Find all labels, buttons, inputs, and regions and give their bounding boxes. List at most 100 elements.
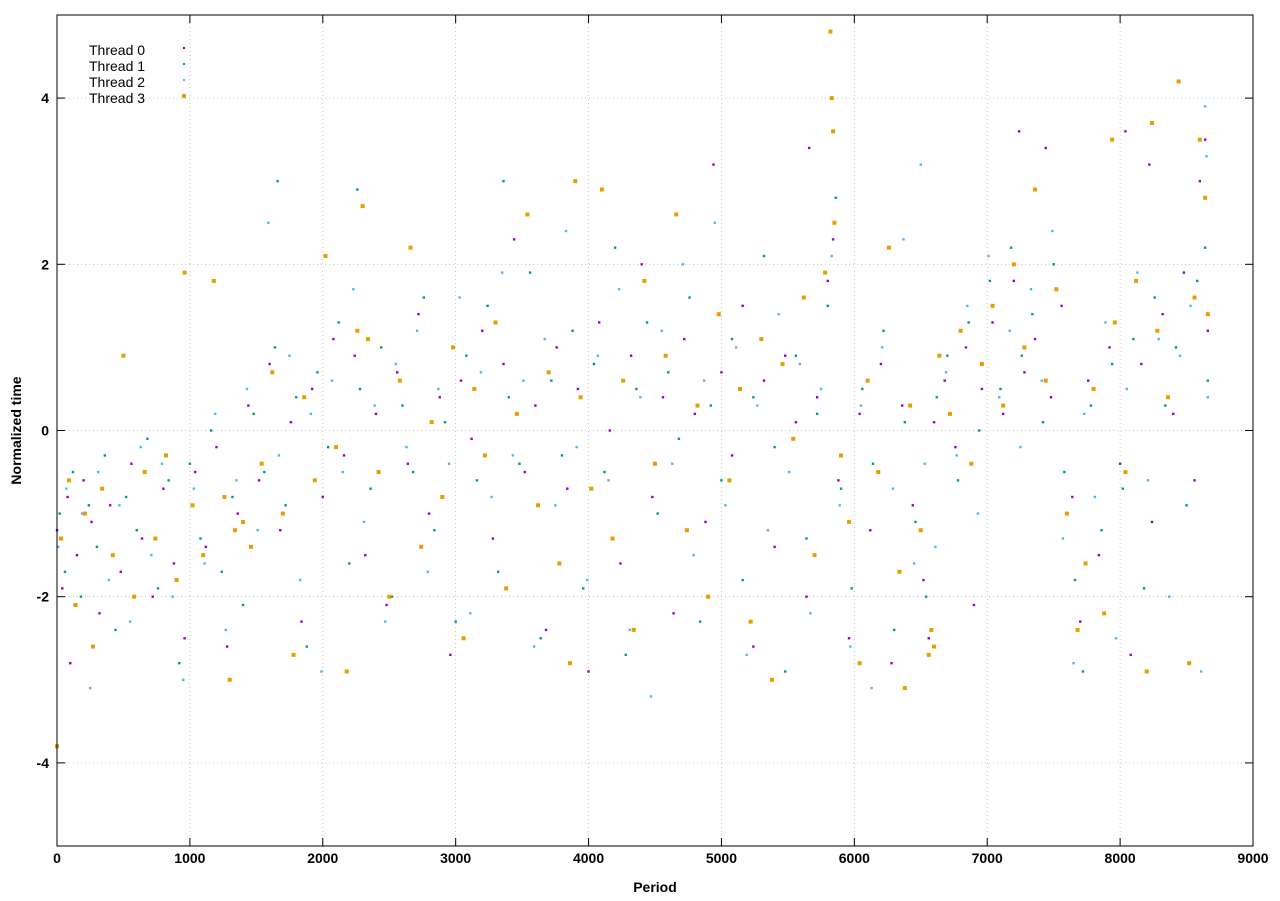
data-point <box>893 628 896 632</box>
data-point <box>289 420 293 424</box>
data-point <box>1075 627 1080 632</box>
data-point <box>1022 345 1027 350</box>
data-point <box>167 479 170 482</box>
data-point <box>603 470 606 474</box>
data-point <box>1061 537 1065 540</box>
data-point <box>964 346 968 349</box>
data-point <box>807 146 811 150</box>
data-point <box>1089 404 1093 407</box>
data-point <box>639 396 642 399</box>
data-point <box>617 288 621 291</box>
legend-marker <box>183 79 185 81</box>
data-point <box>321 495 324 499</box>
data-point <box>525 212 530 217</box>
data-point <box>741 578 744 582</box>
data-point <box>108 504 112 507</box>
data-point <box>902 238 905 241</box>
data-point <box>280 511 285 516</box>
data-point <box>642 278 647 283</box>
data-point <box>470 437 473 441</box>
data-point <box>1205 155 1208 158</box>
data-point <box>128 620 132 623</box>
data-point <box>454 620 457 623</box>
data-point <box>599 187 604 192</box>
data-point <box>235 479 238 482</box>
data-point <box>140 537 144 540</box>
data-point <box>1110 137 1115 142</box>
data-point <box>831 238 835 241</box>
data-point <box>373 404 376 407</box>
data-point <box>586 578 589 582</box>
legend-entry: Thread 0 <box>89 42 185 58</box>
data-point <box>512 238 516 241</box>
data-point <box>1142 587 1146 590</box>
data-point <box>587 670 590 673</box>
data-point <box>1193 479 1196 482</box>
data-point <box>704 520 707 524</box>
legend-entry: Thread 2 <box>89 74 185 90</box>
data-point <box>876 470 881 475</box>
data-point <box>837 479 840 482</box>
data-point <box>861 387 864 391</box>
data-point <box>926 652 931 657</box>
data-point <box>1029 288 1033 291</box>
data-point <box>857 661 862 666</box>
data-point <box>724 504 727 507</box>
data-point <box>858 412 861 416</box>
data-point <box>1009 246 1013 249</box>
data-point <box>1081 670 1085 673</box>
data-point <box>1093 495 1097 499</box>
data-point <box>997 396 1001 399</box>
data-point <box>759 337 764 342</box>
data-point <box>955 454 958 457</box>
data-point <box>1157 337 1160 341</box>
data-point <box>451 345 456 350</box>
x-tick-label: 4000 <box>573 850 604 866</box>
data-point <box>628 628 631 632</box>
data-point <box>966 304 969 308</box>
data-point <box>188 462 192 465</box>
data-point <box>865 378 870 383</box>
data-point <box>1206 379 1210 382</box>
data-point <box>978 429 981 432</box>
data-point <box>640 263 643 266</box>
data-point <box>801 295 806 300</box>
data-point <box>631 627 636 632</box>
data-point <box>671 462 674 465</box>
data-point <box>1071 495 1074 499</box>
data-point <box>766 529 770 532</box>
data-point <box>380 346 383 349</box>
data-point <box>100 486 105 491</box>
data-point <box>575 445 578 449</box>
data-point <box>1079 620 1082 623</box>
data-point <box>279 529 282 532</box>
data-point <box>150 553 153 557</box>
data-point <box>610 536 615 541</box>
data-point <box>352 288 355 291</box>
data-point <box>784 354 787 357</box>
data-point <box>320 670 323 673</box>
data-point <box>69 661 72 665</box>
data-point <box>791 436 796 441</box>
data-point <box>437 387 440 391</box>
data-point <box>1104 321 1107 324</box>
data-point <box>433 529 436 532</box>
data-point <box>624 653 627 657</box>
data-point <box>826 279 829 283</box>
data-point <box>438 396 441 399</box>
data-point <box>1121 487 1124 490</box>
data-point <box>886 245 891 250</box>
data-point <box>171 595 174 598</box>
data-point <box>1043 378 1048 383</box>
data-point <box>698 620 702 623</box>
data-point <box>337 321 340 324</box>
data-point <box>830 254 833 258</box>
data-point <box>923 462 926 465</box>
data-point <box>256 529 259 532</box>
data-point <box>312 478 317 483</box>
data-point <box>224 628 227 632</box>
data-point <box>532 645 536 648</box>
data-point <box>1174 346 1178 349</box>
data-point <box>270 370 275 375</box>
